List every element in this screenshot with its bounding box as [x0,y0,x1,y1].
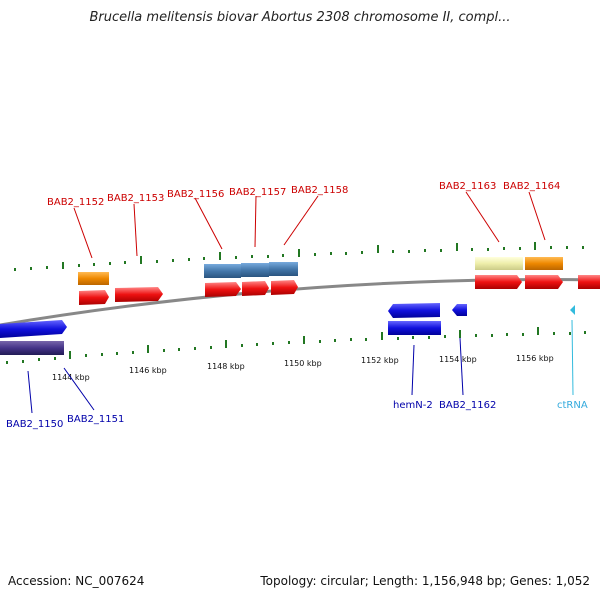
minus-label-leaders [27,337,464,414]
gene-bar-steel[interactable] [204,264,241,278]
map-title: Brucella melitensis biovar Abortus 2308 … [89,10,511,25]
gene-label[interactable]: BAB2_1153 [107,193,164,204]
gene-bar-steel[interactable] [241,263,269,277]
gene-label[interactable]: BAB2_1150 [6,419,63,430]
gene-bar-orange[interactable] [525,257,563,270]
cds-arrow-plus[interactable] [475,275,522,289]
plus-strand-genes-outer [78,257,563,285]
minus-strand-genes-outer [0,321,441,355]
gene-label[interactable]: BAB2_1156 [167,189,224,200]
ruler-label: 1148 kbp [207,362,245,371]
cds-arrow-plus[interactable] [578,275,600,289]
rna-arrow[interactable] [570,305,575,315]
cds-arrow-plus[interactable] [242,281,269,296]
ruler-label: 1154 kbp [439,355,477,364]
gene-label[interactable]: BAB2_1157 [229,187,286,198]
ruler-label: 1146 kbp [129,366,167,375]
gene-bar-steel[interactable] [269,262,298,276]
gene-label[interactable]: BAB2_1158 [291,185,348,196]
cds-arrow-plus[interactable] [115,287,163,302]
cds-arrow-plus[interactable] [525,275,563,289]
gene-label[interactable]: BAB2_1164 [503,181,560,192]
ruler-label: 1150 kbp [284,359,322,368]
gene-bar-dark[interactable] [0,341,64,355]
gene-bar-pale[interactable] [475,257,523,270]
cds-arrow-plus[interactable] [205,282,241,297]
gene-label[interactable]: ctRNA [557,400,588,411]
genome-summary-text: Topology: circular; Length: 1,156,948 bp… [260,574,590,588]
minus-gene-labels: BAB2_1150 BAB2_1151 hemN-2 BAB2_1162 ctR… [6,400,588,430]
cds-arrow-minus[interactable] [388,303,440,318]
gene-label[interactable]: BAB2_1151 [67,414,124,425]
cds-arrow-plus[interactable] [79,290,109,305]
lower-tick-track [6,327,586,364]
gene-bar-orange[interactable] [78,272,109,285]
gene-label[interactable]: BAB2_1152 [47,197,104,208]
cds-arrow-plus[interactable] [271,280,298,295]
ruler-label: 1152 kbp [361,356,399,365]
minus-strand-cds [0,303,575,338]
ruler-labels: 1144 kbp 1146 kbp 1148 kbp 1150 kbp 1152… [52,354,554,382]
plus-label-leaders [73,191,546,259]
plus-strand-cds [79,275,600,305]
cds-arrow-minus[interactable] [0,320,67,338]
gene-label[interactable]: BAB2_1162 [439,400,496,411]
gene-bar-blue[interactable] [388,321,441,335]
cds-arrow-minus[interactable] [452,304,467,316]
rna-label-leader [571,319,574,396]
gene-label[interactable]: hemN-2 [393,400,433,411]
plus-gene-labels: BAB2_1152 BAB2_1153 BAB2_1156 BAB2_1157 … [47,181,560,208]
gene-label[interactable]: BAB2_1163 [439,181,496,192]
upper-tick-track [14,242,584,271]
ruler-label: 1156 kbp [516,354,554,363]
accession-text: Accession: NC_007624 [8,574,145,588]
